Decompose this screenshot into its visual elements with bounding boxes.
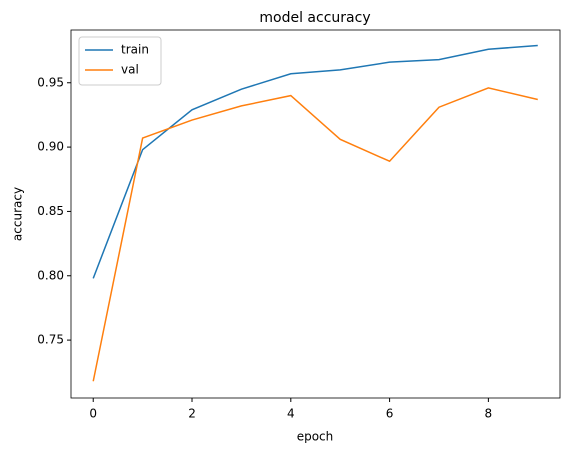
y-tick-label: 0.80 (37, 268, 64, 282)
legend-label: val (121, 63, 139, 77)
y-tick-label: 0.90 (37, 140, 64, 154)
legend-box (78, 36, 162, 86)
chart-title: model accuracy (259, 10, 370, 26)
y-tick-label: 0.85 (37, 204, 64, 218)
series-line (92, 87, 538, 382)
x-tick-label: 6 (386, 407, 394, 421)
plot-frame (70, 29, 561, 399)
x-tick-label: 0 (89, 407, 97, 421)
legend-label: train (121, 43, 149, 57)
x-tick-label: 8 (485, 407, 493, 421)
y-tick-label: 0.75 (37, 333, 64, 347)
y-axis-label: accuracy (11, 187, 25, 241)
x-tick-label: 2 (188, 407, 196, 421)
x-axis-label: epoch (297, 430, 334, 444)
x-tick-label: 4 (287, 407, 295, 421)
y-tick-label: 0.95 (37, 75, 64, 89)
